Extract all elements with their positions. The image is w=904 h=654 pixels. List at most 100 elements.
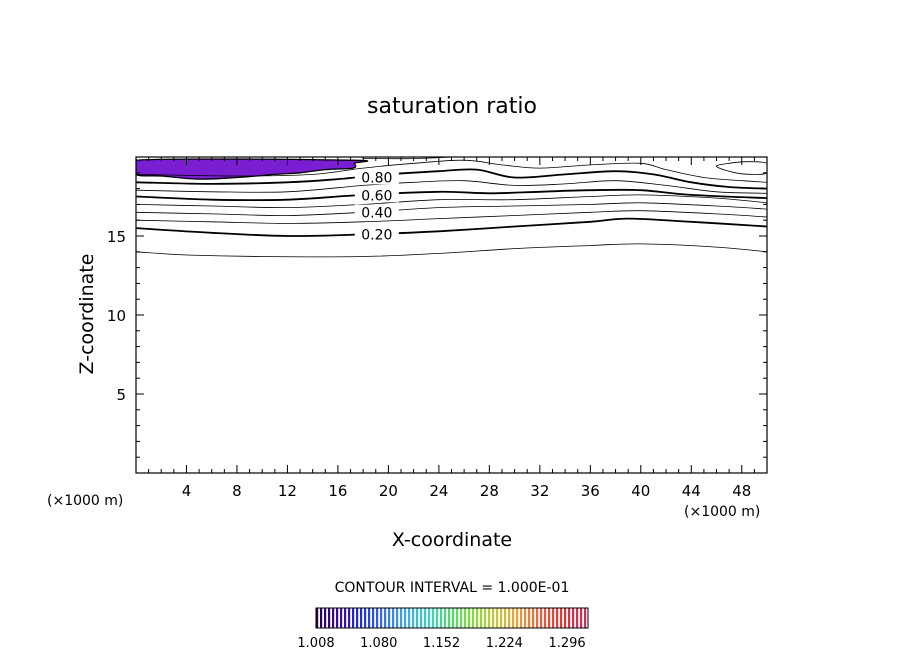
colorbar-stripe [524,608,527,628]
colorbar-stripe [492,608,495,628]
colorbar-stripe [400,608,403,628]
contour-line-0.9 [136,159,767,183]
colorbar-stripe [484,608,487,628]
contour-line-0.3 [136,210,767,224]
colorbar-stripe [448,608,451,628]
colorbar-tick-label: 1.224 [486,636,523,651]
contour-label-bg [354,226,399,242]
colorbar-tick-label: 1.080 [360,636,397,651]
contour-label-0.60: 0.60 [361,188,392,204]
contour-line-0.2 [136,217,767,237]
colorbar-stripe [572,608,575,628]
contour-label-0.20: 0.20 [361,228,392,244]
colorbar-stripe [516,608,519,628]
x-tick-label: 40 [631,482,650,500]
colorbar-frame [315,607,589,629]
colorbar-stripe [472,608,475,628]
colorbar [315,607,589,629]
colorbar-stripe [552,608,555,628]
colorbar-stripe [468,608,471,628]
colorbar-stripe [428,608,431,628]
colorbar-stripe [376,608,379,628]
colorbar-stripe [476,608,479,628]
colorbar-stripe [332,608,335,628]
colorbar-stripe [584,608,587,628]
x-tick-label: 28 [480,482,499,500]
colorbar-stripe [340,608,343,628]
colorbar-labels: 1.008 1.080 1.152 1.224 1.296 [297,636,585,651]
colorbar-stripe [508,608,511,628]
x-tick-label: 12 [278,482,297,500]
colorbar-stripe [352,608,355,628]
colorbar-stripe [560,608,563,628]
colorbar-stripe [420,608,423,628]
colorbar-stripe [504,608,507,628]
shaded-region-0 [136,158,369,180]
y-axis-ticks: 5 10 15 [107,172,767,458]
colorbar-stripe [432,608,435,628]
colorbar-stripe [404,608,407,628]
colorbar-tick-label: 1.008 [297,636,334,651]
contour-line-0.5 [136,194,767,209]
colorbar-stripe [368,608,371,628]
contour-lines [136,157,767,258]
x-unit-left: (×1000 m) [47,493,123,509]
contour-label-bg [354,204,399,220]
contour-line-0.7 [136,180,767,194]
contour-line-1.0 [716,161,767,175]
colorbar-stripe [440,608,443,628]
contour-interval-note: CONTOUR INTERVAL = 1.000E-01 [335,580,570,596]
x-axis-label: X-coordinate [392,529,512,551]
colorbar-stripe [328,608,331,628]
colorbar-stripe [384,608,387,628]
colorbar-stripe [380,608,383,628]
x-tick-label: 4 [182,482,192,500]
contour-line-0.1 [136,243,767,258]
colorbar-stripe [488,608,491,628]
colorbar-stripe [564,608,567,628]
colorbar-stripe [436,608,439,628]
x-axis-ticks: 4 8 12 16 20 24 28 32 36 40 44 48 [148,157,755,500]
y-tick-label: 10 [107,307,126,325]
x-unit-right: (×1000 m) [684,504,760,520]
colorbar-stripe [480,608,483,628]
colorbar-stripe [532,608,535,628]
colorbar-stripe [364,608,367,628]
x-tick-label: 48 [732,482,751,500]
colorbar-stripe [580,608,583,628]
y-tick-label: 15 [107,228,126,246]
x-tick-label: 20 [379,482,398,500]
colorbar-stripe [464,608,467,628]
y-axis-label: Z-coordinate [76,254,98,375]
colorbar-stripe [548,608,551,628]
x-tick-label: 32 [530,482,549,500]
colorbar-stripe [568,608,571,628]
chart-title: saturation ratio [367,94,537,119]
colorbar-stripe [444,608,447,628]
colorbar-stripe [540,608,543,628]
colorbar-stripe [576,608,579,628]
contour-labels: 0.20 0.40 0.60 0.80 [354,169,399,244]
contour-line-0.4 [136,202,767,216]
colorbar-stripe [416,608,419,628]
colorbar-stripe [396,608,399,628]
colorbar-stripe [336,608,339,628]
colorbar-stripe [452,608,455,628]
colorbar-stripe [388,608,391,628]
colorbar-stripe [348,608,351,628]
colorbar-stripe [412,608,415,628]
contour-label-0.40: 0.40 [361,206,392,222]
colorbar-stripe [536,608,539,628]
x-tick-label: 16 [328,482,347,500]
colorbar-stripe [528,608,531,628]
colorbar-stripe [360,608,363,628]
colorbar-stripe [356,608,359,628]
colorbar-stripe [324,608,327,628]
colorbar-stripe [544,608,547,628]
colorbar-tick-label: 1.152 [423,636,460,651]
colorbar-stripe [496,608,499,628]
y-tick-label: 5 [116,386,126,404]
contour-label-bg [354,187,399,203]
colorbar-tick-label: 1.296 [548,636,585,651]
